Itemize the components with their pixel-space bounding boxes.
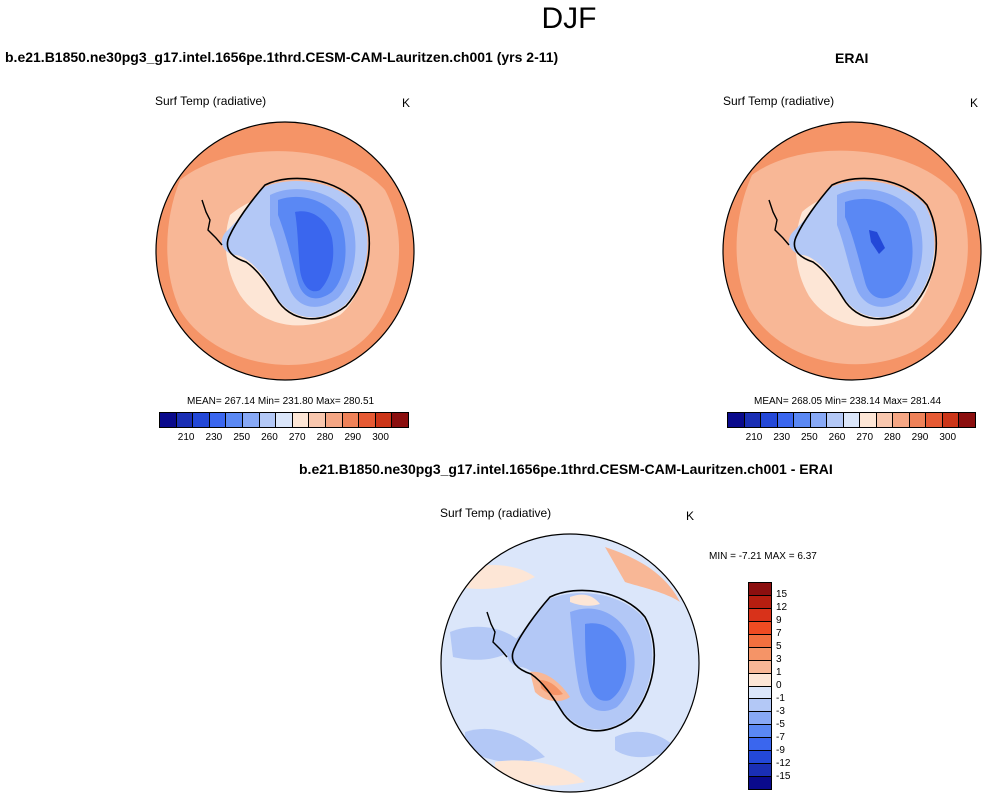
colorbar-swatch xyxy=(909,413,927,427)
colorbar-label: 270 xyxy=(288,432,306,443)
colorbar-label: 9 xyxy=(776,615,782,626)
colorbar-swatch xyxy=(749,764,771,778)
colorbar-label: 210 xyxy=(745,432,763,443)
colorbar-swatch xyxy=(761,413,778,427)
colorbar-swatch xyxy=(749,621,771,635)
colorbar-swatch xyxy=(749,660,771,674)
colorbar-swatch xyxy=(309,413,326,427)
colorbar-label: 290 xyxy=(911,432,929,443)
colorbar-swatch xyxy=(749,686,771,700)
model-variable-label: Surf Temp (radiative) xyxy=(155,94,267,108)
colorbar-swatch xyxy=(325,413,343,427)
diff-stats: MIN = -7.21 MAX = 6.37 xyxy=(709,551,817,562)
colorbar-label: -15 xyxy=(776,771,791,782)
colorbar-label: -3 xyxy=(776,706,785,717)
colorbar-label: 300 xyxy=(939,432,957,443)
colorbar-swatch xyxy=(843,413,861,427)
colorbar-label: 12 xyxy=(776,602,788,613)
colorbar-label: -12 xyxy=(776,758,791,769)
colorbar-swatch xyxy=(375,413,393,427)
colorbar-label: 230 xyxy=(773,432,791,443)
colorbar-swatch xyxy=(359,413,376,427)
colorbar-swatch xyxy=(242,413,260,427)
diff-polar-map xyxy=(440,533,700,793)
colorbar-swatch xyxy=(959,413,975,427)
colorbar-label: 230 xyxy=(205,432,223,443)
colorbar-swatch xyxy=(749,647,771,661)
colorbar-label: 250 xyxy=(801,432,818,443)
colorbar-swatch xyxy=(794,413,811,427)
colorbar-label: 250 xyxy=(233,432,251,443)
obs-case-title: ERAI xyxy=(835,50,869,66)
colorbar-swatch xyxy=(860,413,877,427)
colorbar-swatch xyxy=(744,413,762,427)
colorbar-swatch xyxy=(942,413,960,427)
colorbar-label: -5 xyxy=(776,719,785,730)
colorbar-label: 0 xyxy=(776,680,782,691)
colorbar-swatch xyxy=(749,699,771,713)
colorbar-label: 3 xyxy=(776,654,782,665)
colorbar-swatch xyxy=(749,673,771,687)
colorbar-label: -9 xyxy=(776,745,785,756)
colorbar-swatch xyxy=(209,413,227,427)
colorbar-swatch xyxy=(876,413,894,427)
colorbar-swatch xyxy=(749,634,771,648)
diff-case-title: b.e21.B1850.ne30pg3_g17.intel.1656pe.1th… xyxy=(299,461,833,477)
colorbar-swatch xyxy=(893,413,910,427)
colorbar-swatch xyxy=(342,413,360,427)
model-polar-map xyxy=(155,121,415,381)
colorbar-label: 5 xyxy=(776,641,782,652)
colorbar-swatch xyxy=(749,583,771,596)
season-title: DJF xyxy=(541,2,597,35)
colorbar-label: 15 xyxy=(776,589,788,600)
colorbar-label: -1 xyxy=(776,693,785,704)
diff-variable-label: Surf Temp (radiative) xyxy=(440,506,552,520)
obs-variable-label: Surf Temp (radiative) xyxy=(723,94,835,108)
colorbar-label: 7 xyxy=(776,628,782,639)
colorbar-swatch xyxy=(749,738,771,752)
colorbar-swatch xyxy=(259,413,277,427)
obs-stats: MEAN= 268.05 Min= 238.14 Max= 281.44 xyxy=(754,396,942,407)
colorbar-label: 270 xyxy=(856,432,874,443)
colorbar-swatch xyxy=(749,725,771,739)
colorbar-swatch xyxy=(926,413,943,427)
obs-polar-map xyxy=(722,121,982,381)
colorbar-swatch xyxy=(749,712,771,726)
colorbar-swatch xyxy=(810,413,828,427)
colorbar-swatch xyxy=(749,777,771,789)
colorbar-swatch xyxy=(749,751,771,765)
colorbar-swatch xyxy=(392,413,408,427)
colorbar-label: 300 xyxy=(372,432,389,443)
model-units-label: K xyxy=(402,96,411,110)
colorbar-swatch xyxy=(777,413,795,427)
colorbar-swatch xyxy=(749,608,771,622)
model-case-title: b.e21.B1850.ne30pg3_g17.intel.1656pe.1th… xyxy=(5,49,559,65)
colorbar-label: 260 xyxy=(828,432,846,443)
colorbar-label: 1 xyxy=(776,667,782,678)
colorbar-swatch xyxy=(827,413,844,427)
colorbar-swatch xyxy=(276,413,293,427)
colorbar-swatch xyxy=(728,413,745,427)
colorbar-swatch xyxy=(160,413,177,427)
colorbar-swatch xyxy=(226,413,243,427)
colorbar-label: -7 xyxy=(776,732,785,743)
obs-colorbar xyxy=(727,412,976,428)
colorbar-label: 280 xyxy=(884,432,901,443)
colorbar-swatch xyxy=(193,413,210,427)
colorbar-label: 290 xyxy=(344,432,362,443)
colorbar-swatch xyxy=(749,595,771,609)
diff-colorbar xyxy=(748,582,772,790)
model-stats: MEAN= 267.14 Min= 231.80 Max= 280.51 xyxy=(187,396,375,407)
obs-units-label: K xyxy=(970,96,979,110)
colorbar-label: 210 xyxy=(177,432,195,443)
colorbar-swatch xyxy=(176,413,194,427)
colorbar-swatch xyxy=(292,413,310,427)
colorbar-label: 280 xyxy=(316,432,334,443)
diff-units-label: K xyxy=(686,509,695,523)
model-colorbar xyxy=(159,412,409,428)
colorbar-label: 260 xyxy=(261,432,278,443)
